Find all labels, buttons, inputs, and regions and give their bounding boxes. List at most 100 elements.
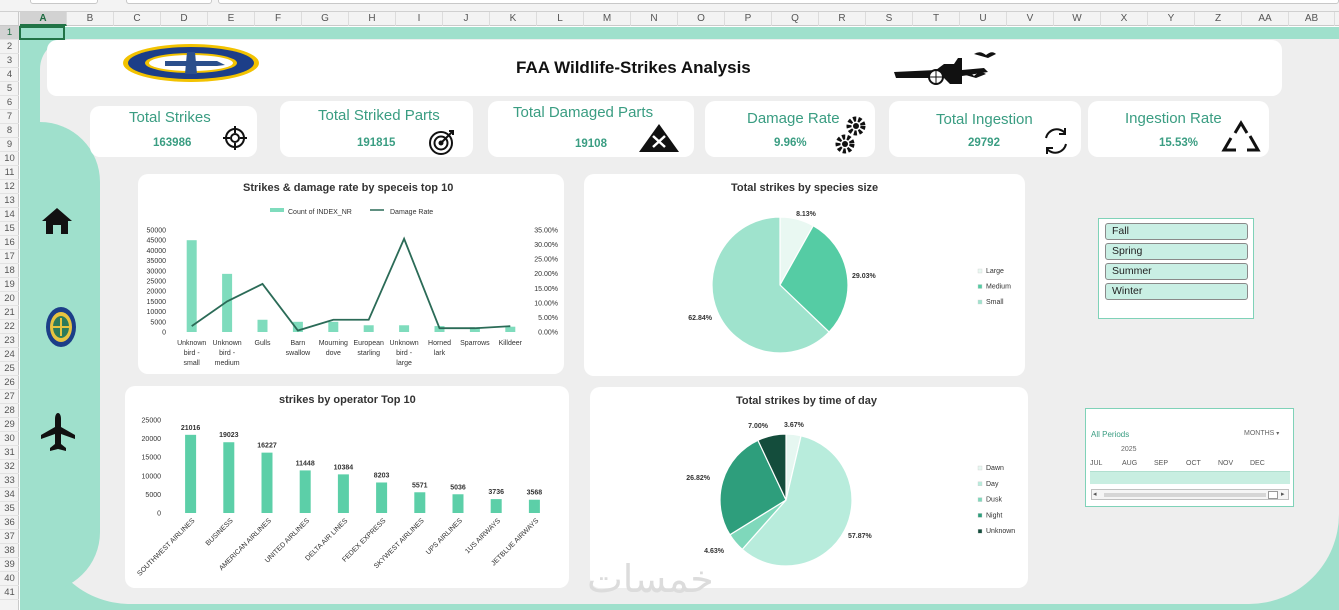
column-header[interactable]: D <box>161 12 208 26</box>
column-header[interactable]: I <box>396 12 443 26</box>
row-header[interactable]: 1 <box>0 26 19 40</box>
row-header[interactable]: 16 <box>0 236 19 250</box>
timeline-scrollbar[interactable]: ◂ ▸ <box>1091 489 1289 500</box>
column-header[interactable]: G <box>302 12 349 26</box>
row-header[interactable]: 14 <box>0 208 19 222</box>
column-header[interactable]: S <box>866 12 913 26</box>
slicer-item-summer[interactable]: Summer <box>1105 263 1248 280</box>
scroll-right-icon[interactable]: ▸ <box>1281 491 1285 498</box>
row-header[interactable]: 6 <box>0 96 19 110</box>
column-header[interactable]: AA <box>1242 12 1289 26</box>
row-header[interactable]: 18 <box>0 264 19 278</box>
row-header[interactable]: 9 <box>0 138 19 152</box>
column-header[interactable]: AB <box>1289 12 1335 26</box>
column-header[interactable]: V <box>1007 12 1054 26</box>
row-header[interactable]: 13 <box>0 194 19 208</box>
column-header[interactable]: T <box>913 12 960 26</box>
row-header[interactable]: 10 <box>0 152 19 166</box>
timeline-month[interactable]: JUL <box>1090 460 1103 467</box>
column-header[interactable]: X <box>1101 12 1148 26</box>
row-header[interactable]: 21 <box>0 306 19 320</box>
timeline-month[interactable]: AUG <box>1122 460 1138 467</box>
row-header[interactable]: 29 <box>0 418 19 432</box>
row-header[interactable]: 5 <box>0 82 19 96</box>
row-header[interactable]: 40 <box>0 572 19 586</box>
column-header[interactable]: K <box>490 12 537 26</box>
column-header[interactable]: H <box>349 12 396 26</box>
column-header[interactable]: O <box>678 12 725 26</box>
row-header[interactable]: 8 <box>0 124 19 138</box>
row-header[interactable]: 20 <box>0 292 19 306</box>
row-header[interactable]: 3 <box>0 54 19 68</box>
column-header[interactable]: E <box>208 12 255 26</box>
active-cell-a1[interactable] <box>19 26 65 40</box>
faa-seal-icon[interactable] <box>45 306 77 348</box>
column-header[interactable]: Q <box>772 12 819 26</box>
row-header[interactable]: 27 <box>0 390 19 404</box>
column-header[interactable]: F <box>255 12 302 26</box>
airplane-icon[interactable] <box>40 412 76 452</box>
column-header[interactable]: C <box>114 12 161 26</box>
scroll-thumb[interactable] <box>1268 491 1278 499</box>
row-header[interactable]: 22 <box>0 320 19 334</box>
x-tick-label: swallow <box>286 350 311 357</box>
row-header[interactable]: 36 <box>0 516 19 530</box>
pie-data-label: 62.84% <box>688 315 713 322</box>
row-header[interactable]: 39 <box>0 558 19 572</box>
row-header[interactable]: 25 <box>0 362 19 376</box>
timeline-month[interactable]: NOV <box>1218 460 1234 467</box>
row-header[interactable]: 38 <box>0 544 19 558</box>
name-box[interactable] <box>30 0 98 4</box>
timeline-month[interactable]: OCT <box>1186 460 1201 467</box>
row-header[interactable]: 23 <box>0 334 19 348</box>
y-left-tick: 10000 <box>147 309 167 316</box>
column-header[interactable]: P <box>725 12 772 26</box>
row-header[interactable]: 32 <box>0 460 19 474</box>
row-header[interactable]: 19 <box>0 278 19 292</box>
row-header[interactable]: 34 <box>0 488 19 502</box>
timeline-month[interactable]: SEP <box>1154 460 1169 467</box>
column-header[interactable]: B <box>67 12 114 26</box>
select-all-corner[interactable] <box>0 12 19 26</box>
timeline-month[interactable]: DEC <box>1250 460 1265 467</box>
row-header[interactable]: 31 <box>0 446 19 460</box>
row-header[interactable]: 41 <box>0 586 19 600</box>
timeline-mode-select[interactable]: MONTHS ▾ <box>1244 430 1279 437</box>
y-left-tick: 0 <box>162 330 166 337</box>
slicer-item-fall[interactable]: Fall <box>1105 223 1248 240</box>
column-header[interactable]: L <box>537 12 584 26</box>
column-header[interactable]: U <box>960 12 1007 26</box>
row-header[interactable]: 26 <box>0 376 19 390</box>
row-header[interactable]: 24 <box>0 348 19 362</box>
row-header[interactable]: 30 <box>0 432 19 446</box>
column-header[interactable]: M <box>584 12 631 26</box>
column-header[interactable]: J <box>443 12 490 26</box>
row-header[interactable]: 17 <box>0 250 19 264</box>
formula-bar[interactable] <box>218 0 1339 4</box>
row-header[interactable]: 7 <box>0 110 19 124</box>
scroll-track[interactable] <box>1104 493 1266 497</box>
row-header[interactable]: 4 <box>0 68 19 82</box>
home-icon[interactable] <box>40 206 74 236</box>
scroll-left-icon[interactable]: ◂ <box>1093 491 1097 498</box>
row-header[interactable]: 28 <box>0 404 19 418</box>
column-header[interactable]: Z <box>1195 12 1242 26</box>
row-header[interactable]: 2 <box>0 40 19 54</box>
column-header[interactable]: R <box>819 12 866 26</box>
slicer-item-winter[interactable]: Winter <box>1105 283 1248 300</box>
formula-dropdown[interactable] <box>126 0 212 4</box>
slicer-item-spring[interactable]: Spring <box>1105 243 1248 260</box>
column-header[interactable]: Y <box>1148 12 1195 26</box>
row-header[interactable]: 11 <box>0 166 19 180</box>
column-header[interactable]: N <box>631 12 678 26</box>
bar-count <box>328 321 339 332</box>
row-header[interactable]: 37 <box>0 530 19 544</box>
kpi-value: 29792 <box>968 137 1000 149</box>
row-header[interactable]: 35 <box>0 502 19 516</box>
column-header[interactable]: W <box>1054 12 1101 26</box>
timeline-period-bar[interactable] <box>1090 471 1290 484</box>
row-header[interactable]: 33 <box>0 474 19 488</box>
column-header[interactable]: A <box>20 12 67 26</box>
row-header[interactable]: 12 <box>0 180 19 194</box>
row-header[interactable]: 15 <box>0 222 19 236</box>
